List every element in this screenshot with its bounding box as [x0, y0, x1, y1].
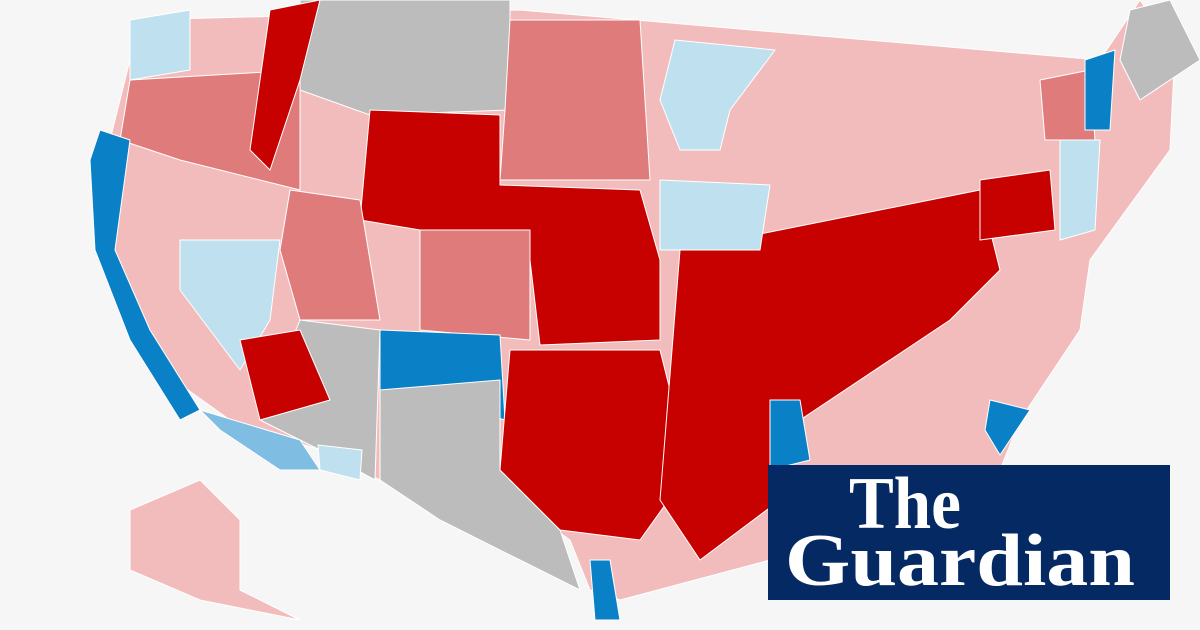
- region: [299, 0, 511, 116]
- region: [249, 0, 321, 171]
- region: [419, 229, 531, 341]
- logo: The Guardian: [768, 463, 1170, 602]
- region: [499, 19, 651, 181]
- region: [317, 444, 363, 481]
- logo-line2: Guardian: [785, 520, 1135, 602]
- us-map: [89, 0, 1200, 621]
- region: [979, 169, 1056, 241]
- region: [239, 329, 331, 421]
- region: [359, 109, 661, 346]
- region: [659, 39, 776, 151]
- region: [89, 129, 201, 421]
- logo-line1: The: [849, 463, 961, 545]
- region: [199, 409, 321, 471]
- region: [1084, 49, 1116, 131]
- region: [129, 479, 301, 621]
- logo-background: [768, 465, 1170, 600]
- region: [379, 379, 581, 591]
- region: [129, 9, 191, 81]
- region: [499, 349, 691, 541]
- region: [589, 559, 621, 621]
- region: [1119, 0, 1200, 101]
- region: [279, 189, 381, 321]
- region: [984, 399, 1031, 456]
- region: [659, 179, 771, 251]
- region: [769, 399, 811, 471]
- region: [1059, 139, 1101, 241]
